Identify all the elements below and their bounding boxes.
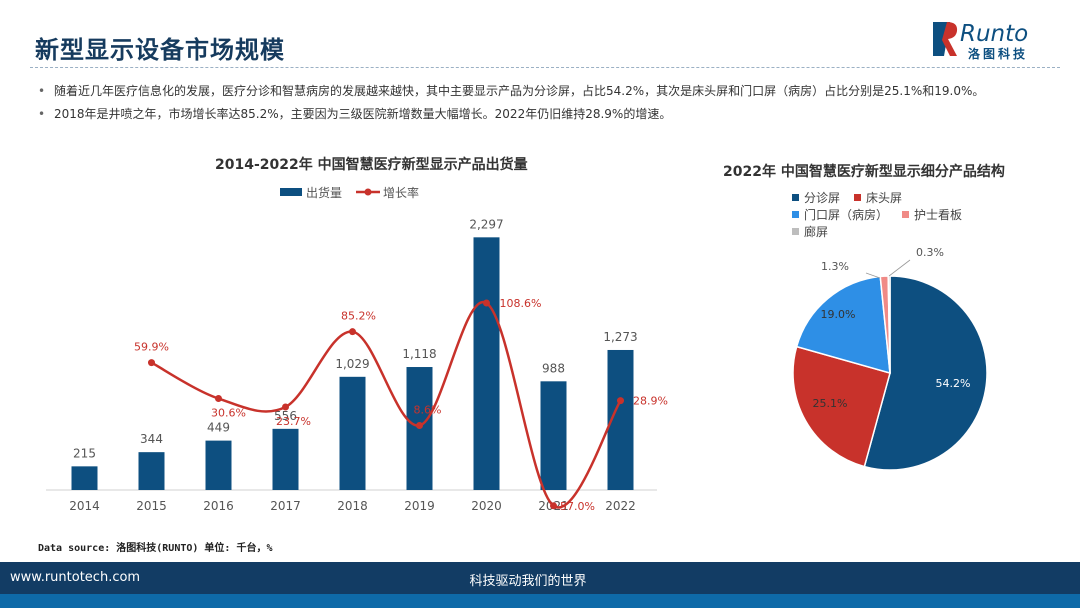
pie-legend-swatch <box>902 211 910 218</box>
pie-legend-item: 分诊屏 <box>792 190 840 207</box>
bar <box>138 452 165 490</box>
pie-legend-swatch <box>792 211 799 218</box>
footer-slogan: 科技驱动我们的世界 <box>469 574 587 589</box>
bar <box>71 466 98 490</box>
growth-rate-label: 30.6% <box>211 407 246 420</box>
bar-value-label: 449 <box>207 421 230 435</box>
growth-rate-label: 85.2% <box>341 310 376 323</box>
bar-value-label: 1,118 <box>402 347 436 361</box>
growth-rate-point <box>483 299 490 307</box>
footer-bar: www.runtotech.com 科技驱动我们的世界 <box>0 562 1080 594</box>
pie-slice <box>795 275 891 375</box>
pie-legend-label: 护士看板 <box>914 208 963 222</box>
pie-slice-label: 19.0% <box>821 308 856 321</box>
pie-slice-label: 54.2% <box>936 377 971 390</box>
x-tick-label: 2019 <box>404 499 435 513</box>
growth-rate-label: 23.7% <box>276 415 311 428</box>
pie-legend-item: 床头屏 <box>854 190 902 207</box>
x-tick-label: 2016 <box>203 499 234 513</box>
growth-rate-label: 59.9% <box>134 341 169 354</box>
chart-legend: 出货量 增长率 <box>280 185 419 200</box>
page-title: 新型显示设备市场规模 <box>35 36 285 64</box>
growth-rate-point <box>349 328 356 336</box>
title-divider <box>30 67 1060 68</box>
footer-strip <box>0 594 1080 608</box>
pie-leader-line <box>865 272 881 279</box>
bar <box>473 237 500 490</box>
bullet-text: 2018年是井喷之年，市场增长率达85.2%，主要因为三级医院新增数量大幅增长。… <box>54 107 672 121</box>
pie-leader-line <box>888 259 911 277</box>
growth-rate-point <box>215 395 222 403</box>
legend-swatch-shipments <box>280 188 302 196</box>
bar <box>540 381 567 490</box>
bar <box>339 376 366 490</box>
growth-rate-point <box>617 397 624 405</box>
pie-legend-item: 门口屏（病房） <box>792 207 888 224</box>
bar-value-label: 556 <box>274 409 297 423</box>
pie-slice-label: 0.3% <box>916 246 944 259</box>
product-structure-pie-chart: 54.2% 25.1% 19.0% 1.3% 0.3% <box>792 246 988 471</box>
growth-rate-point <box>550 502 557 510</box>
pie-legend-label: 门口屏（病房） <box>804 208 889 222</box>
growth-rate-label: 28.9% <box>633 395 668 408</box>
pie-legend: 分诊屏 床头屏门口屏（病房） 护士看板廊屏 <box>792 190 1032 241</box>
x-tick-label: 2022 <box>605 499 636 513</box>
x-tick-label: 2014 <box>69 499 100 513</box>
growth-rate-label: 8.6% <box>414 403 442 416</box>
legend-label-growth: 增长率 <box>383 185 419 200</box>
pie-legend-item: 护士看板 <box>902 207 962 224</box>
bar-value-label: 1,029 <box>335 357 369 371</box>
pie-legend-swatch <box>854 194 862 201</box>
x-tick-label: 2015 <box>136 499 167 513</box>
bullet-text: 随着近几年医疗信息化的发展，医疗分诊和智慧病房的发展越来越快，其中主要显示产品为… <box>54 84 985 98</box>
bar-chart-title: 2014-2022年 中国智慧医疗新型显示产品出货量 <box>215 157 528 173</box>
growth-rate-label: 108.6% <box>500 297 542 310</box>
legend-label-shipments: 出货量 <box>306 185 342 200</box>
data-source-note: Data source: 洛图科技(RUNTO) 单位: 千台，% <box>38 543 273 554</box>
logo-subtext: 洛图科技 <box>968 46 1028 61</box>
bullet-item: • 2018年是井喷之年，市场增长率达85.2%，主要因为三级医院新增数量大幅增长… <box>38 107 672 121</box>
pie-chart-title: 2022年 中国智慧医疗新型显示细分产品结构 <box>723 164 1005 180</box>
growth-rate-point <box>282 403 289 411</box>
growth-rate-point <box>416 421 423 429</box>
bar-value-label: 2,297 <box>469 217 503 231</box>
bar <box>272 428 299 490</box>
x-tick-label: 2018 <box>337 499 368 513</box>
legend-marker-growth <box>364 188 372 196</box>
pie-legend-item: 廊屏 <box>792 224 828 241</box>
bar-value-label: 1,273 <box>603 330 637 344</box>
footer-url[interactable]: www.runtotech.com <box>10 570 141 585</box>
logo-text: Runto <box>960 21 1028 47</box>
runto-logo: Runto 洛图科技 <box>933 21 1028 61</box>
x-tick-label: 2017 <box>270 499 301 513</box>
bar-value-label: 988 <box>542 361 565 375</box>
bar-value-label: 344 <box>140 432 163 446</box>
pie-slice-label: 25.1% <box>813 397 848 410</box>
growth-rate-label: -57.0% <box>556 500 595 513</box>
pie-legend-label: 床头屏 <box>866 191 903 205</box>
growth-rate-point <box>148 359 155 367</box>
pie-legend-swatch <box>792 228 799 235</box>
pie-legend-swatch <box>792 194 799 201</box>
pie-slice <box>863 275 988 471</box>
bar <box>205 440 232 490</box>
pie-slice <box>792 345 891 468</box>
pie-slice-label: 1.3% <box>821 260 849 273</box>
pie-legend-label: 廊屏 <box>804 225 829 239</box>
bullet-item: • 随着近几年医疗信息化的发展，医疗分诊和智慧病房的发展越来越快，其中主要显示产品… <box>38 84 985 98</box>
shipment-combo-chart: 出货量 增长率 215 2014 344 2015 449 2016 556 2017 1,029 2… <box>46 185 668 513</box>
bar-value-label: 215 <box>73 446 96 460</box>
bullet-list: • 随着近几年医疗信息化的发展，医疗分诊和智慧病房的发展越来越快，其中主要显示产品… <box>38 80 1058 126</box>
x-tick-label: 2020 <box>471 499 502 513</box>
pie-legend-label: 分诊屏 <box>804 191 841 205</box>
